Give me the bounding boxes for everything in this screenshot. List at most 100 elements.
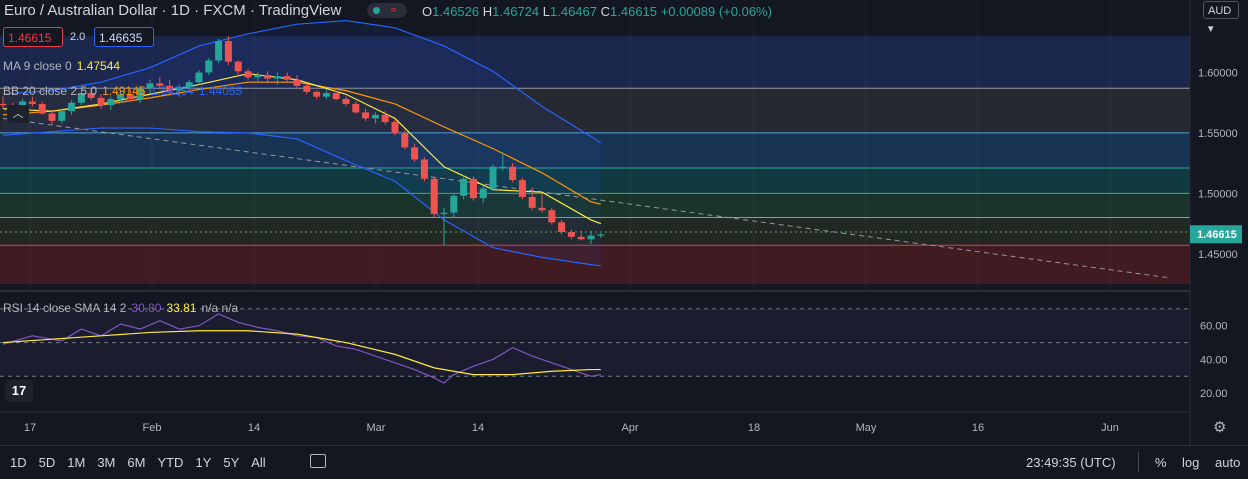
sell-button[interactable]: 1.46615	[3, 27, 63, 47]
candle-body-10	[97, 97, 105, 106]
gear-icon[interactable]: ⚙	[1213, 419, 1227, 436]
collapse-legend-button[interactable]: ︿	[7, 105, 29, 123]
range-buttons: 1D 5D 1M 3M 6M YTD 1Y 5Y All	[10, 455, 278, 470]
bb-lower-line	[2, 127, 601, 267]
zone-5	[0, 217, 1190, 246]
candle-body-53	[518, 180, 526, 197]
bb-label: BB 20 close 2.5 0	[3, 84, 98, 98]
candle-body-33	[322, 93, 330, 97]
candle-body-43	[420, 159, 428, 179]
bb-upper-line	[2, 19, 602, 144]
price-axis: 1.60000 1.55000 1.50000 1.45000 1.46615 60.00…	[1189, 0, 1248, 445]
candle-body-13	[126, 94, 134, 100]
candle-body-11	[107, 99, 115, 106]
range-button-3m[interactable]: 3M	[97, 455, 116, 470]
calendar-icon[interactable]	[310, 454, 326, 468]
candle-body-45	[440, 212, 448, 214]
range-button-ytd[interactable]: YTD	[157, 455, 184, 470]
symbol-title[interactable]: Euro / Australian Dollar · 1D · FXCM · T…	[4, 2, 342, 19]
bb-lower-value: 1.44055	[198, 84, 243, 98]
candle-body-27	[264, 74, 272, 79]
candle-body-48	[469, 178, 477, 199]
range-button-6m[interactable]: 6M	[127, 455, 146, 470]
candle-body-44	[430, 178, 438, 214]
price-chart[interactable]: 1.60000 1.55000 1.50000 1.45000 1.46615 60.00…	[0, 0, 1248, 445]
candle-body-50	[489, 166, 497, 189]
candle-body-34	[332, 93, 340, 100]
ma-value: 1.47544	[76, 59, 121, 73]
candle-body-22	[215, 41, 223, 61]
candle-body-16	[156, 83, 164, 86]
candle-body-47	[460, 178, 468, 196]
time-tick-2: 14	[248, 422, 260, 434]
candle-body-30	[293, 79, 301, 86]
candle-body-36	[352, 103, 360, 113]
range-button-1d[interactable]: 1D	[10, 455, 27, 470]
candle-body-59	[577, 236, 585, 240]
time-tick-9: Jun	[1101, 422, 1119, 434]
candle-body-39	[381, 114, 389, 123]
utc-clock[interactable]: 23:49:35 (UTC)	[1026, 455, 1116, 470]
zone-4	[0, 193, 1190, 218]
candle-body-29	[283, 76, 291, 80]
candle-body-6	[58, 111, 66, 121]
bb-basis-value: 1.49145	[102, 84, 146, 98]
range-button-5d[interactable]: 5D	[38, 455, 56, 470]
candle-body-9	[87, 93, 95, 98]
ma-legend[interactable]: MA 9 close 0 1.47544	[3, 59, 120, 73]
rsi-label: RSI 14 close SMA 14 2	[3, 301, 127, 315]
market-status-pill[interactable]: ≈	[367, 3, 407, 18]
zone-3	[0, 167, 1190, 194]
buy-button[interactable]: 1.46635	[94, 27, 154, 47]
toolbar-divider	[1138, 452, 1139, 472]
time-tick-1: Feb	[143, 422, 162, 434]
time-tick-7: May	[856, 422, 877, 434]
candle-body-0	[0, 103, 7, 106]
time-tick-3: Mar	[367, 422, 386, 434]
ohlc-values: O1.46526 H1.46724 L1.46467 C1.46615 +0.0…	[422, 4, 772, 19]
indicator-lines	[2, 19, 602, 267]
time-axis: 17 Feb 14 Mar 14 Apr 18 May 16 Jun	[0, 411, 1190, 434]
candle-body-18	[175, 87, 183, 91]
candle-body-54	[528, 196, 536, 208]
tradingview-logo[interactable]: 17	[5, 380, 33, 402]
last-price-tag	[1190, 225, 1242, 244]
rsi-legend[interactable]: RSI 14 close SMA 14 2 30.80 33.81 n/a n/a	[3, 301, 238, 315]
rsi-extra: n/a n/a	[201, 301, 239, 315]
auto-toggle[interactable]: auto	[1215, 455, 1241, 470]
h-value: 1.46724	[492, 4, 540, 19]
bottom-toolbar: 1D 5D 1M 3M 6M YTD 1Y 5Y All 23:49:35 (UTC) % lo…	[0, 445, 1248, 479]
candle-body-8	[77, 93, 85, 103]
candle-body-12	[117, 94, 125, 100]
price-tick-2: 1.50000	[1198, 188, 1238, 200]
range-button-5y[interactable]: 5Y	[223, 455, 240, 470]
range-button-1m[interactable]: 1M	[67, 455, 86, 470]
candle-body-35	[342, 99, 350, 104]
price-tick-3: 1.45000	[1198, 249, 1238, 261]
candles	[0, 36, 605, 246]
price-tick-1: 1.55000	[1198, 128, 1238, 140]
candle-body-52	[509, 166, 517, 181]
candle-body-21	[205, 60, 213, 73]
currency-label: AUD	[1208, 5, 1232, 17]
range-button-1y[interactable]: 1Y	[195, 455, 212, 470]
bb-upper-value: 1.54234	[150, 84, 194, 98]
candle-body-51	[499, 166, 507, 168]
percent-toggle[interactable]: %	[1155, 455, 1167, 470]
candle-body-15	[146, 83, 154, 89]
candle-body-41	[401, 132, 409, 148]
c-label: C	[600, 4, 611, 19]
candle-body-55	[538, 207, 546, 211]
log-toggle[interactable]: log	[1182, 455, 1200, 470]
candle-body-31	[303, 85, 311, 92]
rsi-value: 30.80	[131, 301, 162, 315]
candle-body-7	[68, 102, 76, 112]
candle-body-20	[195, 72, 203, 83]
candle-body-3	[28, 101, 36, 104]
time-tick-4: 14	[472, 422, 484, 434]
currency-selector[interactable]: AUD ▾	[1203, 1, 1239, 35]
range-button-all[interactable]: All	[251, 455, 266, 470]
bb-legend[interactable]: BB 20 close 2.5 0 1.49145 1.54234 1.44055	[3, 84, 242, 98]
candle-body-40	[391, 122, 399, 133]
candle-body-25	[244, 71, 252, 78]
